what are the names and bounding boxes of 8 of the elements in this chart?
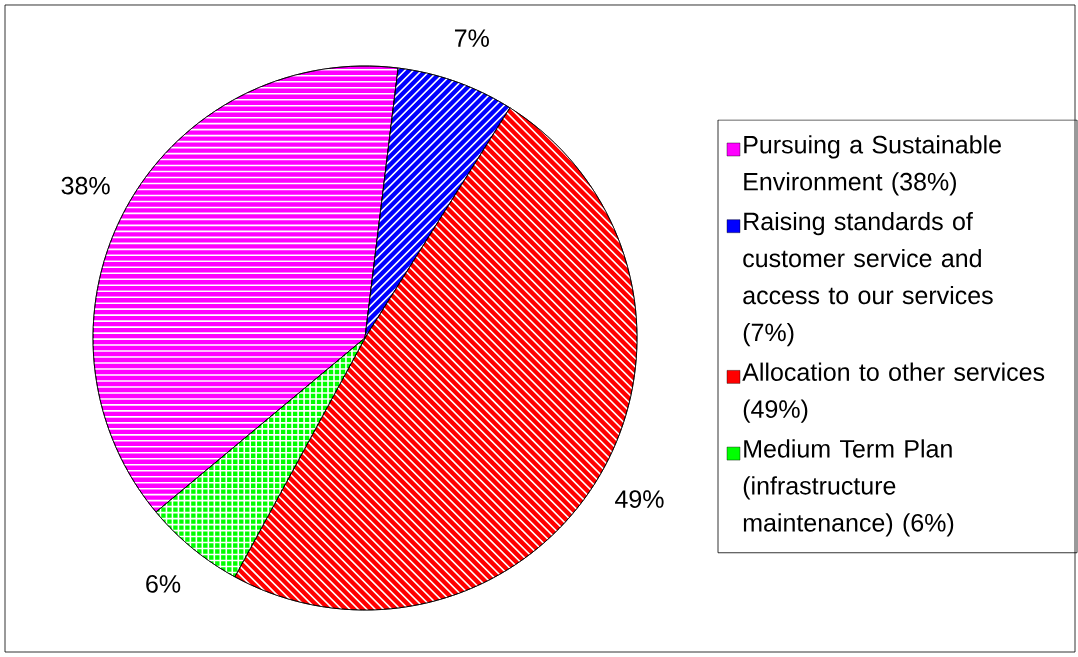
- legend-label: Allocation to other services (49%): [742, 362, 1045, 423]
- data-label: 7%: [454, 29, 489, 47]
- data-label: 38%: [61, 176, 110, 195]
- legend-label: Pursuing a Sustainable Environment (38%): [744, 135, 1001, 196]
- legend-label: Medium Term Plan (infrastructure maintenance) (6%): [743, 439, 954, 537]
- data-label: 6%: [146, 575, 181, 593]
- data-label: 49%: [615, 490, 664, 508]
- legend-label: Raising standards of customer service and access to our services (7%): [743, 211, 993, 347]
